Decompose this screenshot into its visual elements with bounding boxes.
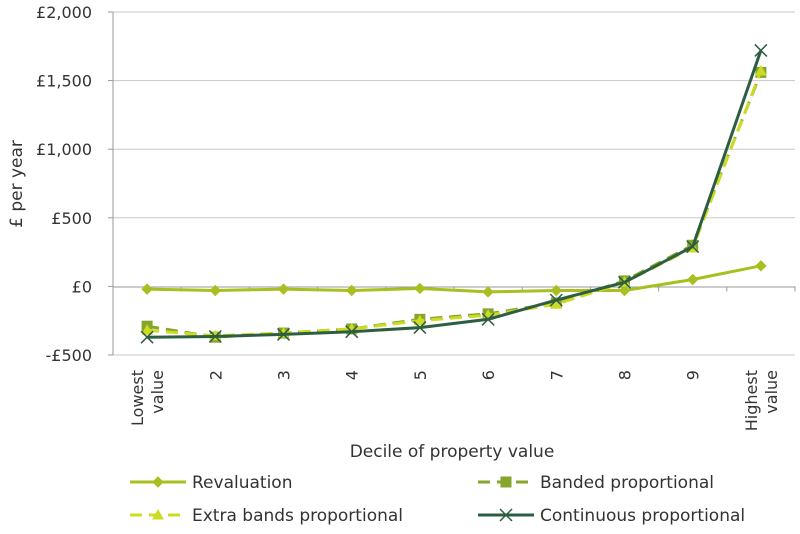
series-banded-proportional <box>141 66 767 343</box>
data-point <box>208 329 222 344</box>
legend-item: Revaluation <box>130 473 292 493</box>
y-tick-label: £1,500 <box>36 72 92 91</box>
gridlines <box>108 11 796 356</box>
x-tick-label: 9 <box>684 370 703 380</box>
series-line <box>147 264 762 294</box>
x-tick-label: Highest <box>742 370 761 431</box>
data-point <box>550 284 563 297</box>
x-tick-label: value <box>762 370 781 414</box>
series-revaluation <box>141 260 767 298</box>
series-line <box>146 71 763 339</box>
data-point <box>345 325 359 339</box>
x-tick-label: 4 <box>343 370 362 380</box>
x-axis-title: Decile of property value <box>350 442 555 462</box>
axes <box>112 12 795 355</box>
legend-item: Banded proportional <box>478 473 714 493</box>
data-point <box>413 321 427 335</box>
data-point <box>686 273 699 286</box>
x-tick-label: 7 <box>547 370 566 380</box>
legend-label: Revaluation <box>192 473 292 493</box>
data-point <box>618 284 631 297</box>
data-point <box>755 64 767 76</box>
data-point <box>141 283 153 295</box>
legend-label: Continuous proportional <box>540 506 745 526</box>
data-point <box>686 240 700 254</box>
data-point <box>345 284 358 297</box>
legend-label: Banded proportional <box>540 473 714 493</box>
data-point <box>414 282 426 295</box>
data-point <box>617 275 632 289</box>
data-point <box>152 508 164 520</box>
y-tick-label: £500 <box>51 209 92 228</box>
data-point <box>550 298 563 309</box>
data-point <box>276 327 291 341</box>
x-tick-label: Lowest <box>128 370 147 426</box>
series-extra-bands-proportional <box>141 64 767 341</box>
x-tick-label: 3 <box>275 370 294 380</box>
x-tick-label: 5 <box>411 370 430 380</box>
data-point <box>414 314 426 326</box>
series-layer <box>140 43 768 344</box>
data-point <box>755 260 767 272</box>
data-point <box>140 330 154 344</box>
x-tick-label: 8 <box>616 370 635 380</box>
data-point <box>141 324 153 335</box>
data-point <box>152 476 164 488</box>
y-tick-labels: -£500 £0 £500 £1,000 £1,500 £2,000 <box>36 3 92 365</box>
legend: Revaluation Banded proportional Extra band… <box>130 473 745 526</box>
series-line <box>147 49 763 339</box>
data-point <box>277 283 290 295</box>
data-point <box>482 286 494 298</box>
x-tick-label: 6 <box>479 370 498 380</box>
y-tick-label: £1,000 <box>36 140 92 159</box>
y-tick-label: £0 <box>72 277 92 296</box>
y-tick-label: -£500 <box>46 346 93 365</box>
x-tick-labels: Lowest value 2 3 4 5 6 7 8 9 Highest value <box>128 370 781 431</box>
x-tick-label: value <box>148 370 167 414</box>
y-tick-label: £2,000 <box>36 3 92 22</box>
legend-label: Extra bands proportional <box>192 506 403 526</box>
series-line <box>146 70 763 338</box>
x-tick-label: 2 <box>206 370 225 380</box>
series-continuous-proportional <box>140 43 768 344</box>
data-point <box>549 293 563 307</box>
data-point <box>754 43 768 57</box>
data-point <box>481 312 495 326</box>
data-point <box>209 284 222 297</box>
data-point <box>499 508 513 522</box>
legend-item: Continuous proportional <box>478 506 745 526</box>
data-point <box>500 476 512 488</box>
legend-item: Extra bands proportional <box>130 506 403 526</box>
y-axis-title: £ per year <box>7 140 27 228</box>
